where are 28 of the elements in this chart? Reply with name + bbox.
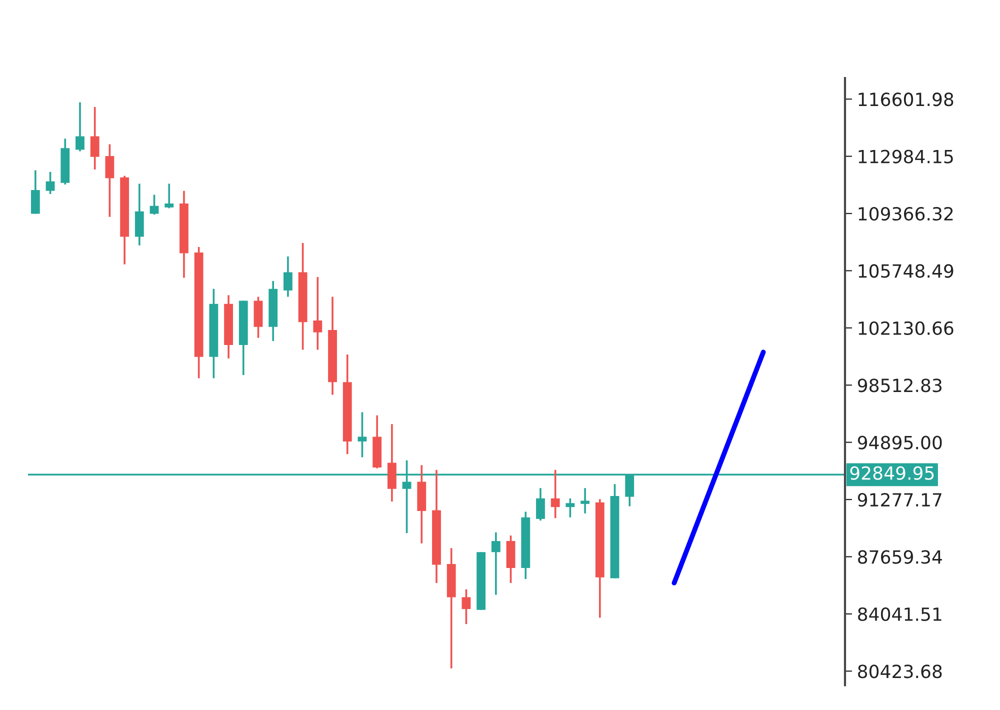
- y-tick-label: 112984.15: [858, 150, 953, 164]
- candlestick: [536, 487, 545, 522]
- candlestick: [566, 497, 575, 518]
- candlestick: [580, 487, 590, 514]
- candlestick: [358, 411, 367, 458]
- y-tick-label: 116601.98: [858, 92, 954, 106]
- candlestick: [30, 169, 40, 215]
- candlestick: [46, 170, 55, 195]
- candlestick: [150, 194, 159, 216]
- candlestick: [164, 182, 174, 210]
- y-tick-label: 105748.49: [858, 264, 954, 278]
- candlestick: [76, 101, 84, 152]
- y-tick-label: 102130.66: [858, 321, 954, 336]
- y-tick-label: 80423.68: [858, 664, 942, 678]
- candlestick: [313, 276, 322, 351]
- ref-line-label: 92849.95: [850, 466, 934, 480]
- candlestick: [90, 106, 100, 170]
- candlestick: [284, 256, 292, 298]
- y-tick-label: 109366.32: [858, 206, 953, 221]
- y-tick-label: 91277.17: [858, 492, 942, 507]
- y-tick-label: 94895.00: [858, 436, 942, 450]
- candlestick: [462, 588, 471, 625]
- y-tick-label: 87659.34: [858, 550, 942, 564]
- candlestick: [105, 143, 114, 218]
- y-tick-label: 84041.51: [858, 607, 942, 622]
- y-tick-label: 98512.83: [858, 378, 942, 392]
- candlestick: [550, 469, 560, 520]
- candlestick: [491, 531, 500, 596]
